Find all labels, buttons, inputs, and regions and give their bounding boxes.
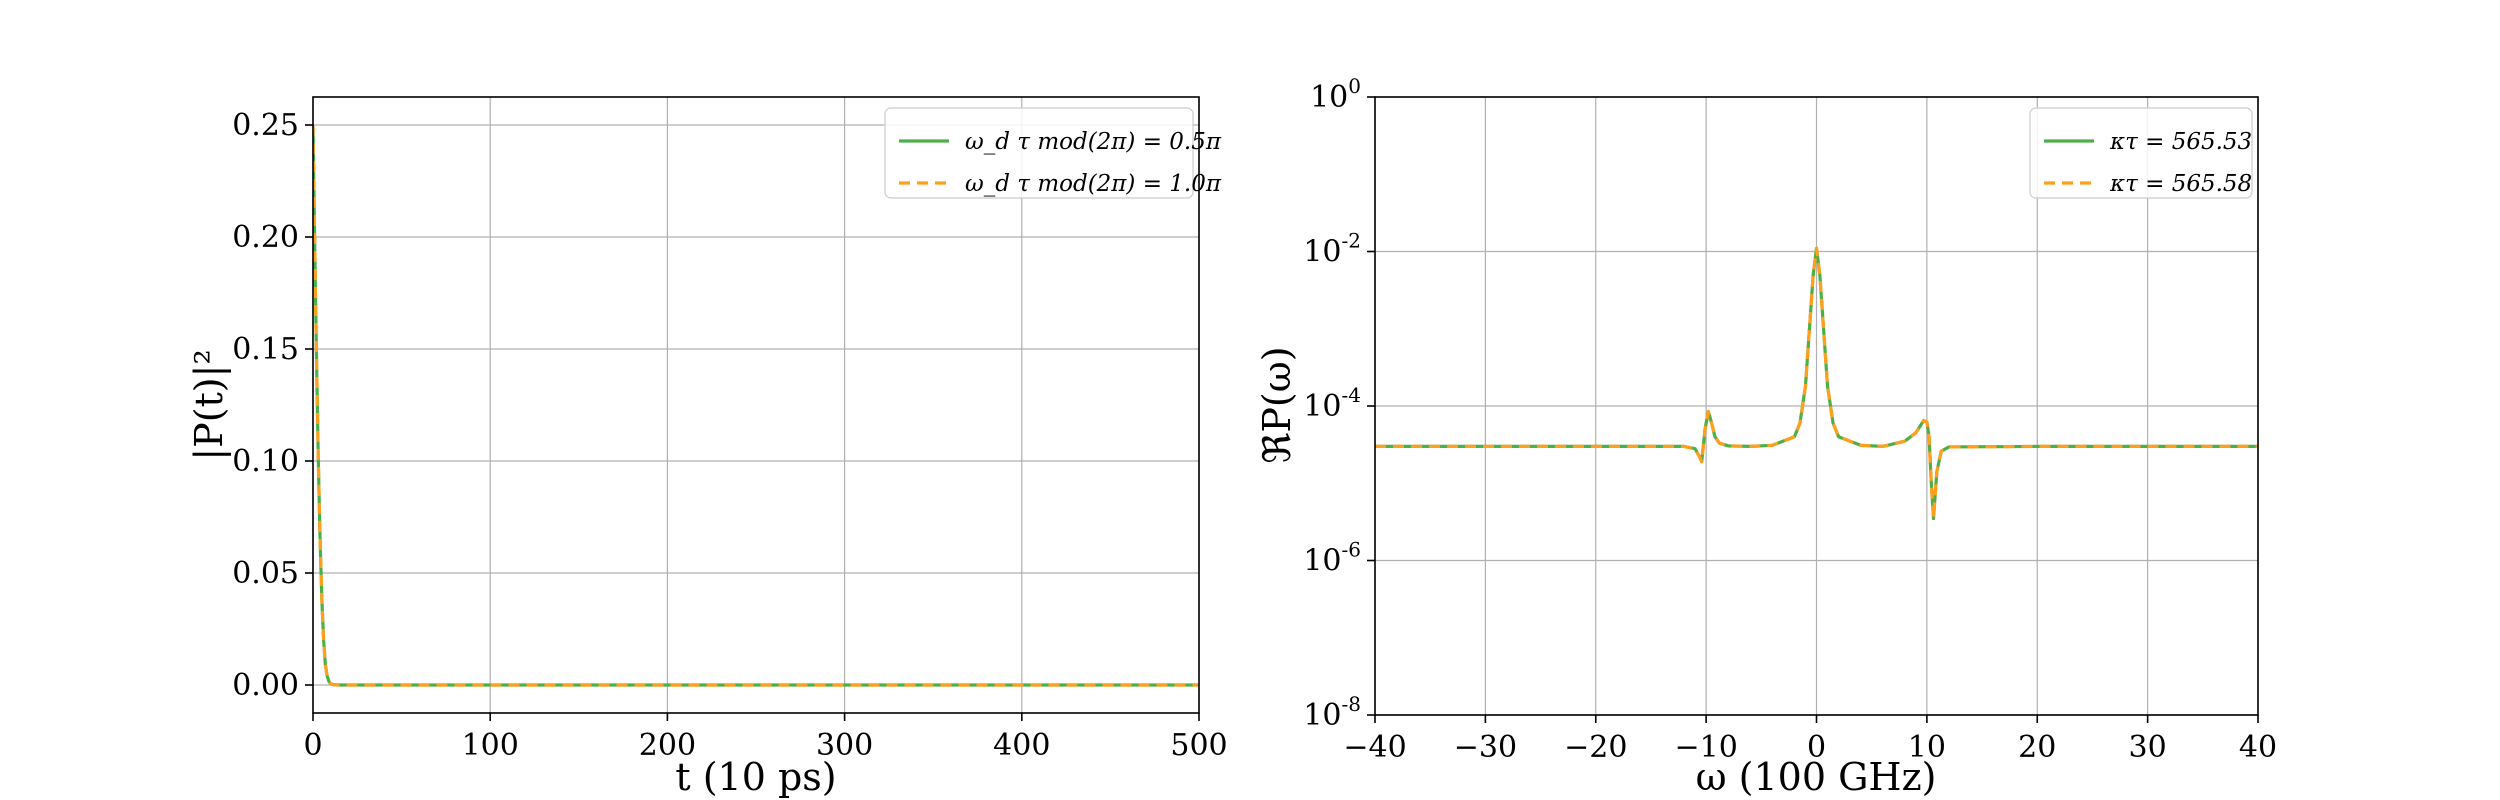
time-domain-legend: ω_d τ mod(2π) = 0.5π ω_d τ mod(2π) = 1.0π	[884, 107, 1222, 199]
frequency-domain-ticks: −40 −30 −20 −10 0 10 20 30 40 10-8 10-6 10-4 10-2 100	[1303, 74, 2277, 765]
time-domain-x-tick-label: 300	[816, 728, 873, 763]
time-domain-x-tick-label: 400	[993, 728, 1050, 763]
time-domain-y-tick-label: 0.00	[232, 668, 299, 703]
time-domain-x-tick-label: 200	[639, 728, 696, 763]
time-domain-series	[313, 124, 1199, 687]
time-domain-legend-box	[884, 107, 1194, 199]
frequency-domain-x-tick-label: −40	[1343, 730, 1406, 765]
frequency-domain-panel: −40 −30 −20 −10 0 10 20 30 40 10-8 10-6 10-4 10-2 100…	[1255, 74, 2277, 799]
frequency-domain-x-tick-label: 20	[2018, 730, 2056, 765]
frequency-domain-x-tick-label: −30	[1454, 730, 1517, 765]
time-domain-axes-frame	[312, 96, 1200, 714]
time-domain-y-tick-label: 0.25	[232, 108, 299, 143]
time-domain-x-tick-label: 500	[1170, 728, 1227, 763]
frequency-domain-x-tick-label: 30	[2129, 730, 2167, 765]
frequency-domain-series	[1375, 246, 2258, 521]
time-domain-y-tick-label: 0.15	[232, 332, 299, 367]
time-domain-x-tick-label: 0	[303, 728, 322, 763]
frequency-domain-x-tick-label: 0	[1807, 730, 1826, 765]
frequency-domain-legend-label-1: κτ = 565.53	[2109, 129, 2252, 155]
frequency-domain-x-tick-label: −20	[1564, 730, 1627, 765]
frequency-domain-y-tick-label: 10-4	[1303, 383, 1361, 424]
time-domain-xlabel: t (10 ps)	[675, 755, 836, 799]
frequency-domain-legend-label-2: κτ = 565.58	[2109, 171, 2252, 197]
time-domain-panel: 0 100 200 300 400 500 0.00 0.05 0.10 0.15 0.20 0.25…	[187, 96, 1228, 799]
time-domain-x-tick-label: 100	[462, 728, 519, 763]
frequency-domain-series-line-2	[1375, 246, 2258, 521]
frequency-domain-legend-box	[2029, 107, 2253, 199]
time-domain-legend-label-2: ω_d τ mod(2π) = 1.0π	[965, 171, 1222, 197]
time-domain-y-tick-label: 0.20	[232, 220, 299, 255]
time-domain-y-tick-label: 0.10	[232, 444, 299, 479]
time-domain-legend-label-1: ω_d τ mod(2π) = 0.5π	[965, 129, 1222, 155]
frequency-domain-x-tick-label: 40	[2239, 730, 2277, 765]
frequency-domain-ylabel: ℜP(ω)	[1255, 346, 1299, 463]
frequency-domain-xlabel: ω (100 GHz)	[1696, 755, 1937, 799]
frequency-domain-x-tick-label: 10	[1908, 730, 1946, 765]
time-domain-series-line-2	[313, 124, 1199, 687]
time-domain-ylabel: |P(t)|²	[187, 349, 231, 460]
frequency-domain-legend: κτ = 565.53 κτ = 565.58	[2029, 107, 2253, 199]
frequency-domain-y-tick-label: 10-8	[1303, 692, 1361, 733]
frequency-domain-y-tick-label: 10-6	[1303, 538, 1361, 579]
frequency-domain-x-tick-label: −10	[1674, 730, 1737, 765]
frequency-domain-y-tick-label: 10-2	[1303, 229, 1361, 270]
frequency-domain-y-tick-label: 100	[1310, 74, 1361, 115]
time-domain-ticks: 0 100 200 300 400 500 0.00 0.05 0.10 0.15 0.20 0.25	[232, 108, 1227, 763]
time-domain-series-line-1	[313, 124, 1199, 687]
time-domain-y-tick-label: 0.05	[232, 556, 299, 591]
